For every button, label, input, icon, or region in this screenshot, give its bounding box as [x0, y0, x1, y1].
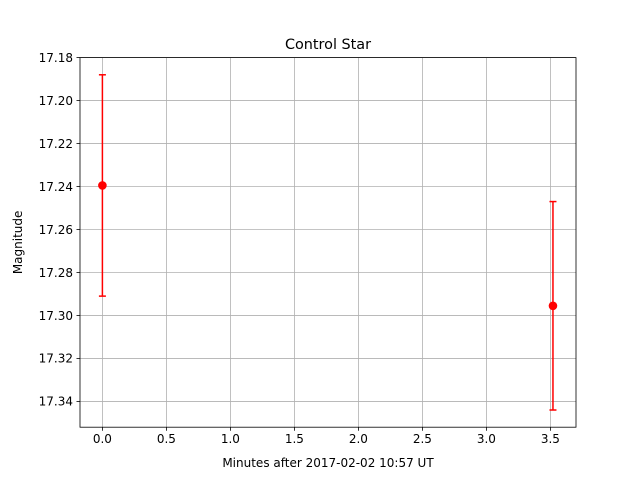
y-tick-label: 17.30: [39, 309, 73, 323]
x-tick-label: 2.0: [349, 432, 368, 446]
data-point: [98, 181, 107, 190]
axis-ticks: 0.0 0.5 1.0 1.5 2.0 2.5 3.0 3.5 17.18 17.20 17.22 1…: [39, 51, 560, 446]
y-tick-label: 17.28: [39, 266, 73, 280]
y-tick-label: 17.22: [39, 137, 73, 151]
y-tick-label: 17.32: [39, 352, 73, 366]
y-tick-label: 17.20: [39, 94, 73, 108]
chart-title: Control Star: [285, 37, 371, 53]
x-tick-label: 1.0: [221, 432, 240, 446]
y-tick-label: 17.26: [39, 223, 73, 237]
x-tick-label: 0.0: [93, 432, 112, 446]
data-points: [98, 74, 558, 411]
x-tick-label: 1.5: [285, 432, 304, 446]
x-tick-label: 3.5: [541, 432, 560, 446]
data-point: [548, 301, 558, 311]
y-tick-label: 17.24: [39, 180, 73, 194]
y-tick-label: 17.18: [39, 51, 73, 65]
x-axis-label: Minutes after 2017-02-02 10:57 UT: [222, 456, 434, 470]
y-tick-label: 17.34: [39, 395, 73, 409]
x-tick-label: 0.5: [157, 432, 176, 446]
x-tick-label: 3.0: [477, 432, 496, 446]
y-axis-label: Magnitude: [11, 211, 25, 275]
x-tick-label: 2.5: [413, 432, 432, 446]
plot-frame: [79, 57, 577, 428]
grid: [80, 57, 576, 428]
